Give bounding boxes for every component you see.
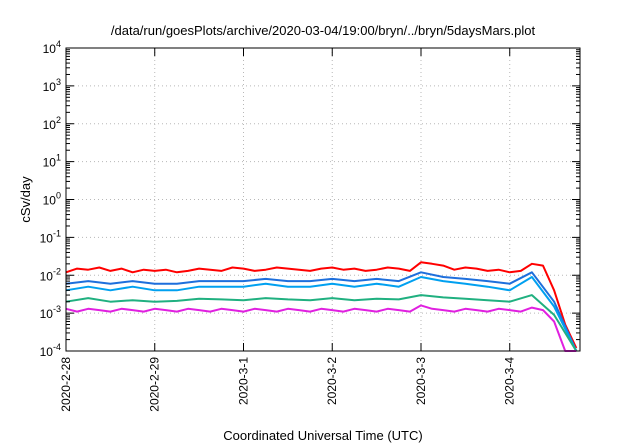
x-axis-title: Coordinated Universal Time (UTC) bbox=[223, 428, 422, 443]
x-tick-label: 2020-2-28 bbox=[59, 357, 73, 412]
y-axis-title: cSv/day bbox=[18, 176, 33, 223]
x-tick-label: 2020-3-1 bbox=[236, 357, 250, 405]
series-line-3 bbox=[65, 276, 578, 352]
x-tick-label: 2020-3-3 bbox=[414, 357, 428, 405]
series-line-2 bbox=[65, 271, 578, 352]
series-line-1 bbox=[65, 261, 578, 349]
x-tick-label: 2020-3-4 bbox=[503, 357, 517, 405]
series-layer bbox=[65, 261, 578, 352]
x-tick-label: 2020-3-2 bbox=[325, 357, 339, 405]
series-line-4 bbox=[65, 294, 578, 352]
x-tick-label: 2020-2-29 bbox=[148, 357, 162, 412]
series-line-5 bbox=[65, 304, 577, 352]
x-axis-ticks: 2020-2-28 2020-2-29 2020-3-1 2020-3-2 2020-3… bbox=[59, 48, 517, 412]
chart-title: /data/run/goesPlots/archive/2020-03-04/1… bbox=[111, 23, 536, 38]
